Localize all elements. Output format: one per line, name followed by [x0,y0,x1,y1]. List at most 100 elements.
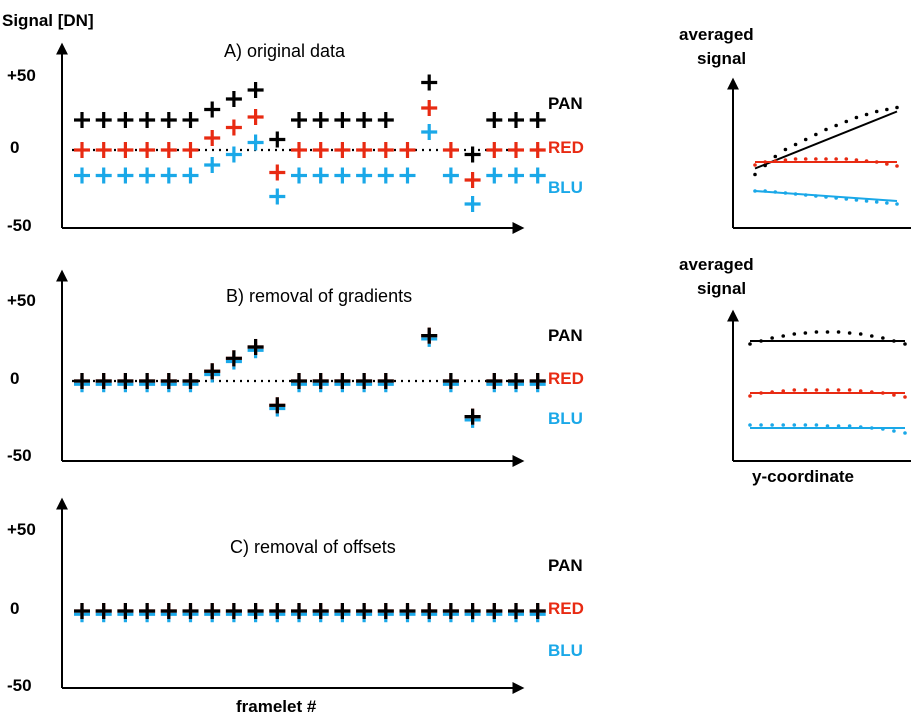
panel-a-red-point-2 [95,142,112,158]
inset-top-blu-dot-6 [803,193,808,197]
panel-c-pan-point-21 [508,603,524,619]
panel-b-pan-point-5 [160,373,177,389]
panel-c-marks [74,603,546,623]
panel-a-legend-red: RED [548,138,584,157]
panel-b-ytick-top: +50 [7,291,36,310]
inset-top-blu-dot-7 [814,194,818,198]
inset-top-pan-dot-14 [885,107,889,112]
panel-a-red-point-22 [529,142,546,158]
panel-a-red-point-19 [464,172,481,188]
inset-top-red-dot-2 [763,160,767,164]
panel-c-pan-point-15 [377,603,394,619]
inset-top-pan-dot-10 [844,119,849,124]
inset-top-blu-dot-12 [864,199,869,203]
panel-a-blu-point-7 [204,157,221,173]
inset-bottom-pan-dot-6 [803,331,808,335]
panel-a-blu-point-10 [269,188,286,205]
panel-c-legend-red: RED [548,599,584,618]
panel-a-red-point-15 [377,142,394,158]
panel-a-blu-point-15 [377,167,394,184]
inset-bottom-pan-dot-1 [748,342,752,346]
panel-b-pan-point-13 [334,373,351,389]
inset-top-red-dot-4 [783,158,788,162]
panel-c-legend-blu: BLU [548,641,583,660]
inset-top-pan-fit-line [754,110,898,170]
panel-c-pan-point-1 [74,603,90,619]
panel-c-x-axis-label: framelet # [236,697,317,716]
inset-top-blu-dot-10 [844,197,849,201]
inset-bottom-blu-dot-4 [781,423,786,427]
panel-a-red-point-14 [356,142,373,158]
panel-c-pan-point-8 [225,603,242,619]
panel-a-pan-point-12 [312,112,329,128]
inset-top-blu-dot-5 [793,192,798,196]
panel-c-ytick-zero: 0 [10,599,19,618]
inset-top-blu-dot-9 [834,196,838,200]
inset-bottom-red-dot-6 [803,388,808,392]
panel-a-blu-point-20 [486,167,503,184]
panel-c-pan-point-9 [247,603,264,619]
inset-bottom-red-dot-2 [759,391,763,395]
inset-top-red-dot-8 [824,157,828,161]
panel-c-title: C) removal of offsets [230,537,396,557]
inset-top-blu-dot-15 [895,202,899,206]
panel-a-pan-point-19 [464,146,481,163]
inset-top-blu-dot-14 [885,201,889,205]
inset-bottom-pan-dot-15 [903,342,907,346]
panel-a-blu-point-2 [95,167,112,184]
panel-c-pan-point-10 [269,603,286,619]
panel-a-red-point-8 [225,119,242,136]
panel-b-pan-point-17 [421,327,438,344]
panel-a-red-point-7 [204,130,221,146]
inset-bottom-red-dot-9 [836,388,841,392]
panel-a-red-point-3 [117,142,134,158]
panel-b-pan-point-21 [508,373,524,389]
panel-a-red-point-11 [291,142,307,158]
inset-bottom-red-dot-13 [881,391,885,395]
panel-a-red-point-21 [508,142,524,158]
inset-bottom-red-dot-5 [792,388,797,392]
panel-a-title: A) original data [224,41,346,61]
inset-top-red-dot-3 [773,159,778,163]
inset-top-pan-dot-4 [783,147,788,152]
panel-b-pan-point-12 [312,373,329,389]
panel-a-red-point-5 [160,142,177,158]
inset-top-red-dot-13 [874,160,879,164]
panel-a-pan-point-8 [225,91,242,107]
inset-top-pan-dot-12 [864,112,869,117]
panel-a-pan-point-10 [269,131,286,148]
inset-bottom-pan-dot-9 [836,330,841,334]
inset-bottom-red-dot-11 [858,389,863,393]
panel-a-pan-point-1 [74,112,90,128]
panel-b-legend-red: RED [548,369,584,388]
panel-a-red-point-17 [421,100,438,116]
panel-b-pan-point-4 [139,373,156,389]
panel-a-pan-point-3 [117,112,134,128]
panel-a-blu-point-18 [442,167,459,184]
panel-b-pan-point-3 [117,373,134,389]
panel-a-blu-point-16 [399,167,416,184]
panel-c-pan-point-14 [356,603,373,619]
inset-top-pan-dot-13 [874,109,879,114]
inset-bottom-blu-dot-8 [825,424,830,428]
inset-bottom-red-dot-4 [781,389,786,393]
inset-bottom-pan-dot-8 [825,330,830,334]
panel-b-pan-point-8 [225,350,242,367]
inset-top-blu-dot-8 [824,195,828,199]
inset-top-pan-dot-8 [824,127,828,132]
panel-a-ytick-bottom: -50 [7,216,32,235]
inset-top-red-dot-15 [895,164,899,168]
panel-c-pan-point-6 [182,603,199,619]
inset-bottom-red-dot-14 [892,393,896,397]
inset-top-ylabel-line1: averaged [679,25,754,44]
panel-a-red-point-13 [334,142,351,158]
inset-bottom-marks [748,330,907,435]
inset-bottom-red-dot-3 [770,390,774,394]
panel-a-pan-point-9 [247,82,264,98]
panel-b: +50 0 -50 B) removal of gradients PAN RE… [7,269,584,467]
inset-bottom-red-dot-15 [903,395,907,399]
inset-bottom-ylabel-line1: averaged [679,255,754,274]
panel-c: +50 0 -50 C) removal of offsets PAN RED … [7,497,584,716]
panel-b-ytick-zero: 0 [10,369,19,388]
inset-bottom-red-dot-8 [825,388,830,392]
